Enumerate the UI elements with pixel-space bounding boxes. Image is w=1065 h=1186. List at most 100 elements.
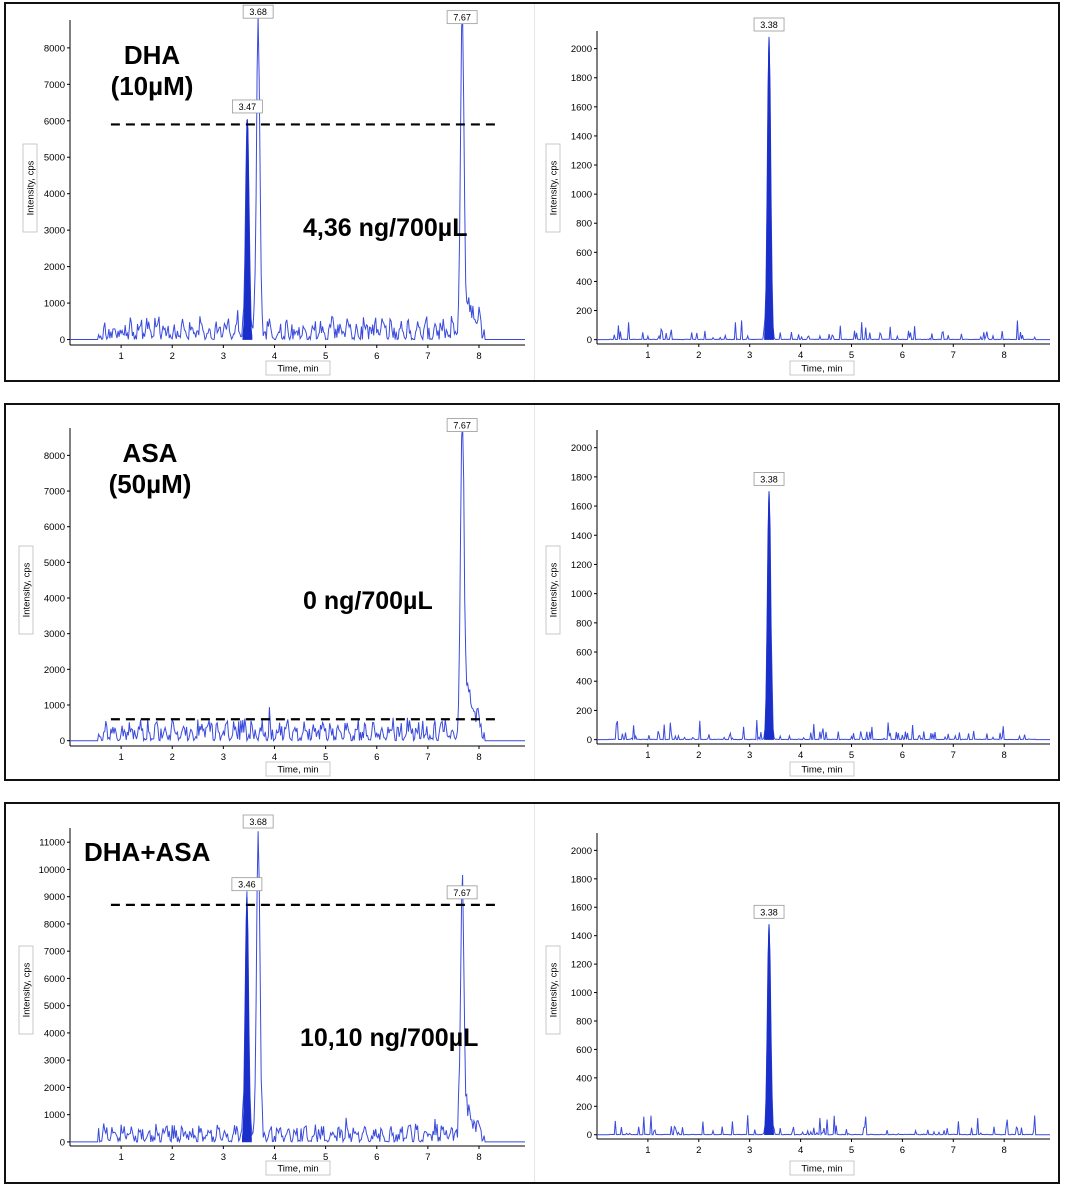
svg-text:Time, min: Time, min — [801, 364, 842, 375]
y-tick-label: 2000 — [44, 1083, 65, 1094]
x-tick-label: 7 — [425, 752, 430, 763]
y-tick-label: 1800 — [571, 874, 592, 885]
y-tick-label: 5000 — [44, 1001, 65, 1012]
y-tick-label: 8000 — [44, 43, 65, 54]
x-tick-label: 7 — [951, 750, 956, 761]
integrated-peak — [242, 118, 253, 340]
svg-text:Intensity, cps: Intensity, cps — [26, 160, 37, 215]
svg-text:Intensity, cps: Intensity, cps — [549, 562, 560, 617]
chromatogram-trace — [70, 15, 525, 342]
x-tick-label: 4 — [272, 1152, 277, 1163]
x-tick-label: 2 — [170, 351, 175, 362]
y-tick-label: 600 — [576, 1045, 592, 1056]
peak-label: 3.68 — [242, 4, 274, 19]
x-axis-label: Time, min — [789, 761, 855, 777]
peak-label: 7.67 — [446, 10, 478, 25]
y-tick-label: 5000 — [44, 558, 65, 569]
y-tick-label: 1400 — [571, 931, 592, 942]
x-tick-label: 6 — [900, 750, 905, 761]
y-tick-label: 600 — [576, 648, 592, 659]
y-tick-label: 1200 — [571, 161, 592, 172]
y-tick-label: 1200 — [571, 560, 592, 571]
x-tick-label: 6 — [374, 1152, 379, 1163]
x-tick-label: 4 — [798, 1145, 803, 1156]
x-tick-label: 5 — [323, 752, 328, 763]
svg-text:Intensity, cps: Intensity, cps — [549, 160, 560, 215]
y-tick-label: 4000 — [44, 594, 65, 605]
svg-text:Time, min: Time, min — [801, 765, 842, 776]
y-axis-label: Intensity, cps — [18, 545, 34, 635]
y-tick-label: 200 — [576, 306, 592, 317]
chromatogram-trace — [597, 924, 1050, 1137]
quantity-label-dha: 4,36 ng/700µL — [303, 214, 468, 242]
y-tick-label: 600 — [576, 248, 592, 259]
x-tick-label: 8 — [1002, 1145, 1007, 1156]
y-tick-label: 11000 — [39, 838, 65, 849]
y-tick-label: 1000 — [571, 589, 592, 600]
y-tick-label: 1600 — [571, 102, 592, 113]
svg-text:7.67: 7.67 — [453, 421, 471, 431]
y-tick-label: 800 — [576, 219, 592, 230]
panel-divider — [534, 405, 535, 779]
x-axis-label: Time, min — [789, 1160, 855, 1176]
y-tick-label: 7000 — [44, 947, 65, 958]
peak-label: 7.67 — [446, 418, 478, 432]
svg-text:3.47: 3.47 — [239, 102, 257, 112]
x-tick-label: 8 — [1002, 350, 1007, 361]
y-tick-label: 2000 — [44, 262, 65, 273]
x-tick-label: 2 — [696, 750, 701, 761]
y-tick-label: 1800 — [571, 472, 592, 483]
y-axis-label: Intensity, cps — [18, 945, 34, 1035]
y-tick-label: 2000 — [44, 665, 65, 676]
y-tick-label: 1000 — [571, 988, 592, 999]
svg-text:Intensity, cps: Intensity, cps — [549, 962, 560, 1017]
y-tick-label: 0 — [60, 1137, 65, 1148]
integrated-peak — [241, 896, 252, 1143]
x-tick-label: 3 — [221, 1152, 226, 1163]
y-tick-label: 1000 — [44, 1110, 65, 1121]
y-tick-label: 0 — [587, 1130, 592, 1141]
y-tick-label: 2000 — [571, 443, 592, 454]
x-tick-label: 3 — [747, 1145, 752, 1156]
x-tick-label: 8 — [476, 1152, 481, 1163]
peak-label: 3.38 — [753, 472, 785, 486]
y-tick-label: 4000 — [44, 189, 65, 200]
quantity-label-asa: 0 ng/700µL — [303, 587, 433, 615]
panel-dha — [4, 2, 1060, 382]
sample-label-asa: ASA (50µM) — [90, 438, 210, 499]
y-tick-label: 1200 — [571, 960, 592, 971]
x-tick-label: 6 — [900, 350, 905, 361]
x-tick-label: 1 — [118, 351, 123, 362]
y-tick-label: 400 — [576, 277, 592, 288]
y-tick-label: 3000 — [44, 1056, 65, 1067]
sample-concentration: (10µM) — [110, 70, 194, 101]
x-tick-label: 2 — [696, 350, 701, 361]
peak-label: 7.67 — [446, 885, 478, 900]
x-tick-label: 8 — [1002, 750, 1007, 761]
y-tick-label: 400 — [576, 1073, 592, 1084]
y-tick-label: 8000 — [44, 919, 65, 930]
y-tick-label: 0 — [587, 335, 592, 346]
y-axis-label: Intensity, cps — [545, 545, 561, 635]
svg-text:Time, min: Time, min — [801, 1164, 842, 1175]
svg-text:3.46: 3.46 — [238, 880, 256, 890]
quantity-label-dha-asa: 10,10 ng/700µL — [300, 1024, 479, 1052]
y-tick-label: 1000 — [44, 299, 65, 310]
y-tick-label: 1600 — [571, 903, 592, 914]
sample-name: DHA+ASA — [84, 837, 211, 867]
y-tick-label: 6000 — [44, 522, 65, 533]
x-tick-label: 5 — [849, 1145, 854, 1156]
svg-text:3.38: 3.38 — [760, 907, 778, 917]
x-axis-label: Time, min — [265, 1160, 331, 1176]
x-tick-label: 8 — [476, 351, 481, 362]
panel-divider — [534, 4, 535, 380]
panel-asa — [4, 403, 1060, 781]
y-tick-label: 3000 — [44, 226, 65, 237]
sample-label-dha-asa: DHA+ASA — [84, 837, 244, 868]
y-tick-label: 0 — [60, 736, 65, 747]
y-tick-label: 7000 — [44, 80, 65, 91]
x-tick-label: 4 — [798, 350, 803, 361]
x-tick-label: 7 — [425, 351, 430, 362]
x-tick-label: 4 — [272, 752, 277, 763]
